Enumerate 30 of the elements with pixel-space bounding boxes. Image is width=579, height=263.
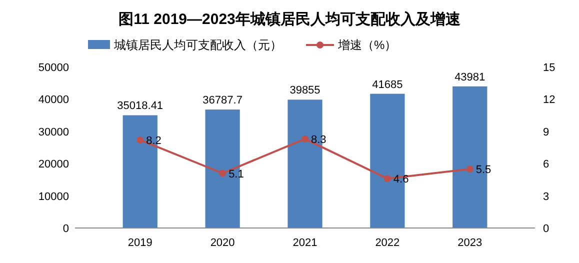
y2-tick-label: 3 [543, 190, 550, 203]
data-label: 36787.7 [202, 94, 242, 107]
y2-tick-label: 0 [543, 223, 550, 235]
y2-tick-label: 6 [543, 158, 550, 171]
y-tick-label: 10000 [38, 190, 69, 203]
chart-title: 图11 2019—2023年城镇居民人均可支配收入及增速 [118, 11, 462, 28]
y-tick-label: 50000 [38, 62, 69, 74]
y-tick-label: 0 [62, 223, 69, 235]
point [302, 135, 308, 142]
x-tick-label: 2023 [458, 237, 482, 249]
legend-label: 城镇居民人均可支配收入（元） [113, 38, 282, 52]
data-label: 43981 [454, 71, 486, 84]
data-label: 39855 [290, 84, 320, 97]
data-label: 35018.41 [117, 100, 164, 112]
x-tick-label: 2019 [128, 237, 152, 249]
x-tick-label: 2021 [292, 237, 318, 249]
y-tick-label: 30000 [38, 126, 69, 138]
y-tick-label: 20000 [38, 158, 69, 171]
x-tick-label: 2022 [375, 237, 400, 249]
data-label: 41685 [372, 78, 403, 91]
point [466, 165, 474, 172]
y2-tick-label: 12 [543, 94, 556, 106]
point [219, 170, 226, 177]
point [384, 175, 391, 182]
point [136, 136, 144, 144]
legend-label: 增速（%） [337, 38, 397, 52]
y-tick-label: 40000 [38, 94, 69, 106]
y2-tick-label: 15 [543, 62, 556, 74]
y2-tick-label: 9 [543, 126, 550, 138]
x-tick-label: 2020 [210, 237, 235, 249]
